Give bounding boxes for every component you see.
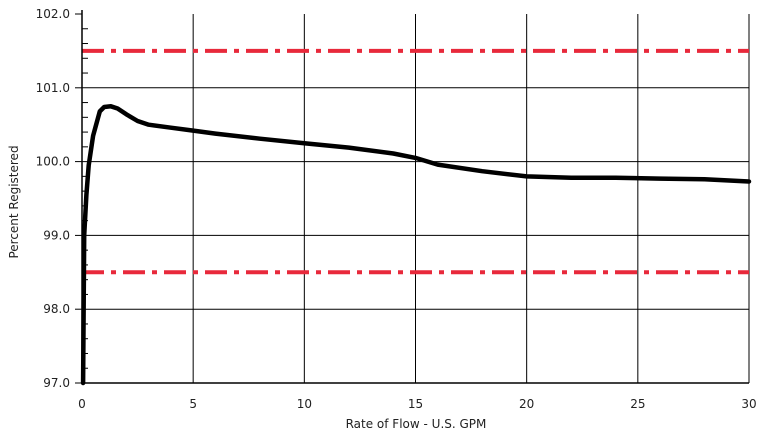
tolerance-lines — [82, 48, 749, 275]
accuracy-curve — [80, 104, 752, 386]
x-tick-label: 15 — [408, 397, 423, 411]
y-tick-label: 98.0 — [43, 302, 70, 316]
axes — [75, 10, 749, 384]
x-tick-label: 30 — [741, 397, 756, 411]
x-tick-label: 25 — [630, 397, 645, 411]
y-tick-label: 100.0 — [36, 155, 70, 169]
y-tick-label: 102.0 — [36, 7, 70, 21]
x-tick-labels: 0 5 10 15 20 25 30 — [78, 397, 756, 411]
grid-lines — [82, 14, 750, 383]
x-tick-label: 10 — [297, 397, 312, 411]
x-tick-label: 0 — [78, 397, 86, 411]
x-axis-title: Rate of Flow - U.S. GPM — [346, 417, 487, 431]
y-tick-label: 97.0 — [43, 376, 70, 390]
x-tick-label: 20 — [519, 397, 534, 411]
y-tick-label: 101.0 — [36, 81, 70, 95]
y-tick-labels: 97.0 98.0 99.0 100.0 101.0 102.0 — [36, 7, 70, 390]
x-tick-label: 5 — [189, 397, 197, 411]
series-layer — [80, 104, 752, 386]
y-tick-label: 99.0 — [43, 228, 70, 242]
y-axis-title: Percent Registered — [7, 145, 21, 258]
